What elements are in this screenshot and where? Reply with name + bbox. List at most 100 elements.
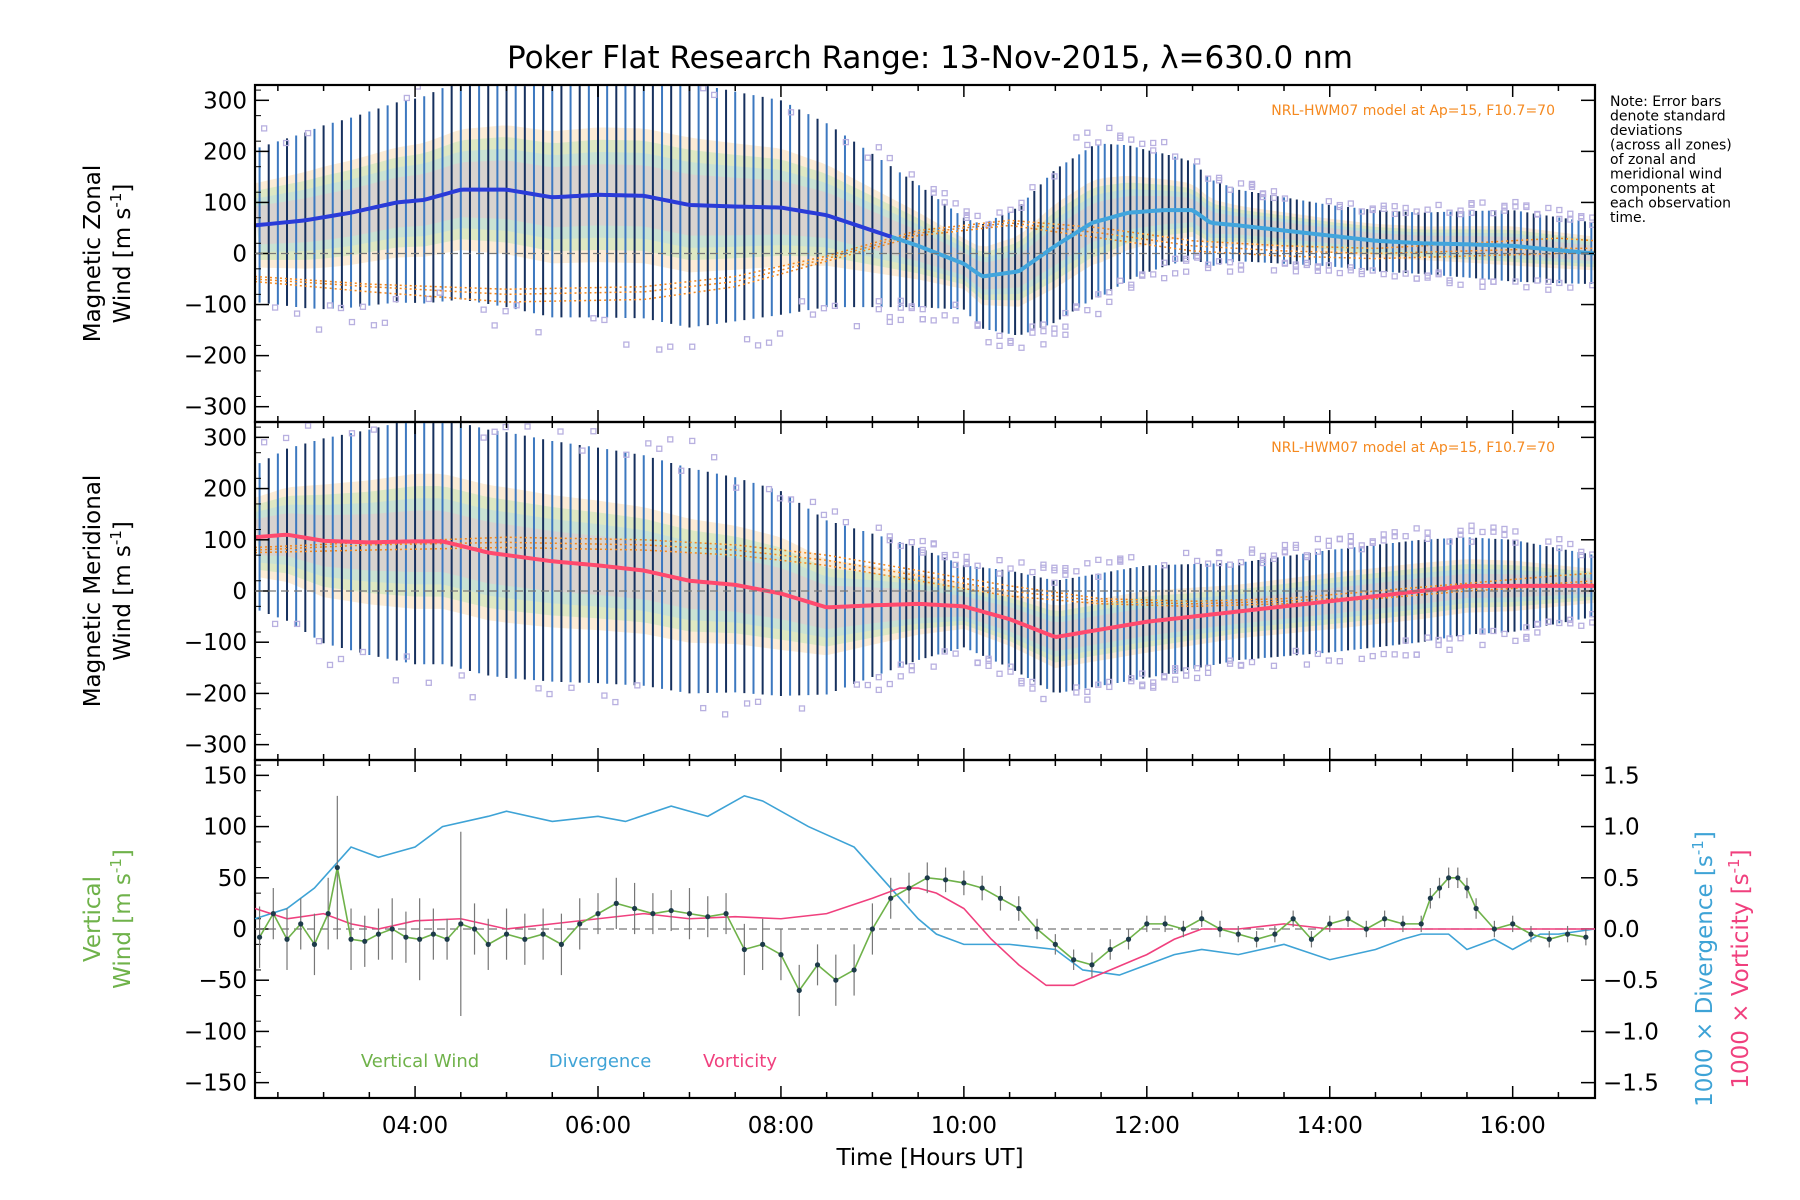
zone-point — [568, 684, 575, 691]
zone-point — [1128, 136, 1135, 143]
zone-point — [1237, 559, 1245, 566]
zone-point — [974, 321, 981, 328]
zone-point — [1150, 679, 1157, 686]
vertical-wind-point — [1546, 936, 1552, 942]
zone-point — [1347, 533, 1354, 540]
zone-point — [886, 537, 893, 544]
vertical-wind-point — [1034, 926, 1040, 932]
y-tick-label: −100 — [184, 293, 247, 319]
y-tick-label: 200 — [203, 139, 247, 165]
zone-point — [1325, 537, 1332, 544]
zone-point — [711, 91, 718, 99]
model-label: NRL-HWM07 model at Ap=15, F10.7=70 — [1271, 103, 1555, 119]
zone-point — [1468, 209, 1475, 216]
zone-point — [897, 304, 904, 311]
zone-point — [886, 680, 893, 688]
zone-point — [403, 653, 410, 660]
zone-point — [1172, 270, 1179, 277]
zone-point — [459, 65, 464, 70]
zone-point — [1281, 549, 1289, 556]
label-part: ] — [1692, 831, 1718, 840]
note-line: time. — [1610, 210, 1646, 226]
zone-point — [1292, 544, 1300, 551]
zone-point — [1161, 138, 1168, 146]
zone-point — [996, 209, 1003, 216]
zone-point — [1490, 528, 1497, 535]
meridional-wind-panel: −300 −200 −100 0 100 200 300 NRL-HWM07 model at… — [80, 420, 1597, 762]
zone-point — [1424, 206, 1431, 213]
zone-point — [1095, 291, 1102, 298]
zone-point — [700, 704, 707, 712]
zone-point — [403, 94, 410, 102]
zone-point — [930, 663, 937, 670]
vertical-wind-point — [444, 936, 450, 942]
y-tick-label: 50 — [218, 866, 247, 892]
zone-point — [1095, 681, 1102, 688]
zone-point — [1567, 284, 1574, 291]
zone-point — [513, 302, 520, 309]
vertical-wind-point — [1125, 936, 1132, 942]
vertical-wind-point — [1564, 931, 1571, 937]
zone-point — [897, 316, 904, 324]
zone-point — [1259, 552, 1267, 560]
zone-point — [996, 570, 1003, 577]
zone-point — [1413, 525, 1420, 532]
zone-point — [304, 129, 312, 137]
zone-point — [1193, 557, 1201, 565]
zone-point — [974, 562, 981, 569]
zone-point — [875, 686, 882, 694]
zone-point — [1095, 573, 1102, 580]
zone-point — [1259, 193, 1267, 201]
zone-point — [1095, 139, 1102, 146]
zone-point — [1424, 272, 1431, 279]
label-part: 1000 × Vorticity [s — [1728, 873, 1754, 1088]
zone-point — [689, 437, 696, 445]
zone-point — [1523, 633, 1530, 641]
zone-point — [1402, 637, 1409, 644]
zone-point — [1457, 210, 1464, 218]
y-tick-label: 300 — [203, 425, 247, 451]
zone-point — [1193, 665, 1201, 672]
zone-point — [952, 301, 959, 308]
zone-point — [601, 692, 608, 699]
zone-point — [875, 306, 882, 313]
zone-point — [1062, 331, 1069, 338]
zone-point — [359, 303, 367, 310]
zone-point — [491, 428, 498, 435]
zone-point — [1051, 173, 1058, 180]
legend-entry: Vorticity — [703, 1051, 777, 1072]
zone-point — [963, 208, 970, 215]
zone-point — [941, 199, 948, 206]
y-axis-label: Wind [m s-1] — [107, 521, 136, 661]
vertical-wind-point — [403, 934, 409, 940]
legend-entry: Vertical Wind — [361, 1051, 479, 1072]
label-part: Wind [m s — [110, 208, 136, 324]
zone-point — [1534, 210, 1541, 218]
zone-point — [798, 705, 806, 712]
zone-point — [1182, 672, 1190, 679]
zone-point — [1139, 670, 1146, 677]
zone-point — [1150, 271, 1157, 278]
zone-point — [1369, 267, 1376, 274]
vertical-wind-point — [298, 921, 304, 927]
vertical-wind-point — [1473, 905, 1479, 912]
vertical-wind-point — [723, 911, 729, 917]
zone-point — [908, 304, 915, 312]
zone-point — [919, 315, 926, 323]
zone-point — [1128, 554, 1135, 561]
label-superscript: -1 — [107, 530, 125, 545]
zonal-wind-panel: −300 −200 −100 0 100 200 300 NRL-HWM07 model at… — [80, 65, 1597, 424]
zone-point — [1259, 559, 1267, 567]
zone-point — [315, 637, 323, 645]
zone-point — [1117, 132, 1124, 139]
zone-point — [1292, 647, 1300, 655]
zone-point — [1193, 254, 1201, 261]
zone-point — [1358, 546, 1365, 553]
zone-point — [1215, 549, 1223, 556]
vertical-wind-point — [888, 895, 894, 901]
zone-point — [1545, 538, 1552, 545]
zone-point — [1193, 674, 1201, 682]
zone-point — [1523, 203, 1530, 211]
zone-point — [392, 295, 400, 303]
zone-point — [1545, 278, 1552, 285]
